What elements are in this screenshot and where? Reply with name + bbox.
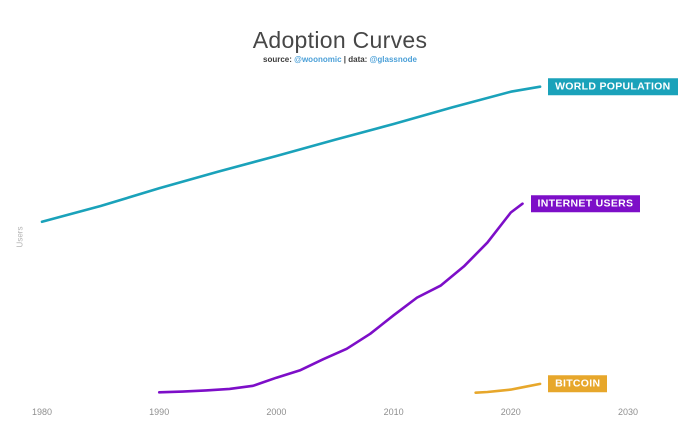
world-population-label: WORLD POPULATION: [548, 77, 678, 96]
subtitle-separator: |: [343, 55, 346, 64]
x-tick-2020: 2020: [500, 407, 521, 417]
x-tick-1990: 1990: [149, 407, 170, 417]
bitcoin-line: [474, 382, 542, 395]
internet-users-label: INTERNET USERS: [530, 194, 641, 213]
source-label: source:: [263, 55, 292, 64]
bitcoin-label: BITCOIN: [548, 375, 608, 393]
source-handle-link[interactable]: @woonomic: [294, 55, 342, 64]
chart-subtitle: source: @woonomic | data: @glassnode: [0, 55, 680, 64]
x-tick-2010: 2010: [383, 407, 404, 417]
data-label: data:: [348, 55, 368, 64]
x-tick-1980: 1980: [31, 407, 53, 417]
data-handle-link[interactable]: @glassnode: [369, 55, 417, 64]
internet-users-line: [157, 202, 524, 394]
x-tick-2000: 2000: [266, 407, 287, 417]
x-axis-ticks: 1980 1990 2000 2010 2020 2030: [0, 407, 680, 421]
world-population-line: [40, 85, 542, 224]
chart-title: Adoption Curves: [252, 27, 428, 53]
x-tick-2030: 2030: [617, 407, 639, 417]
